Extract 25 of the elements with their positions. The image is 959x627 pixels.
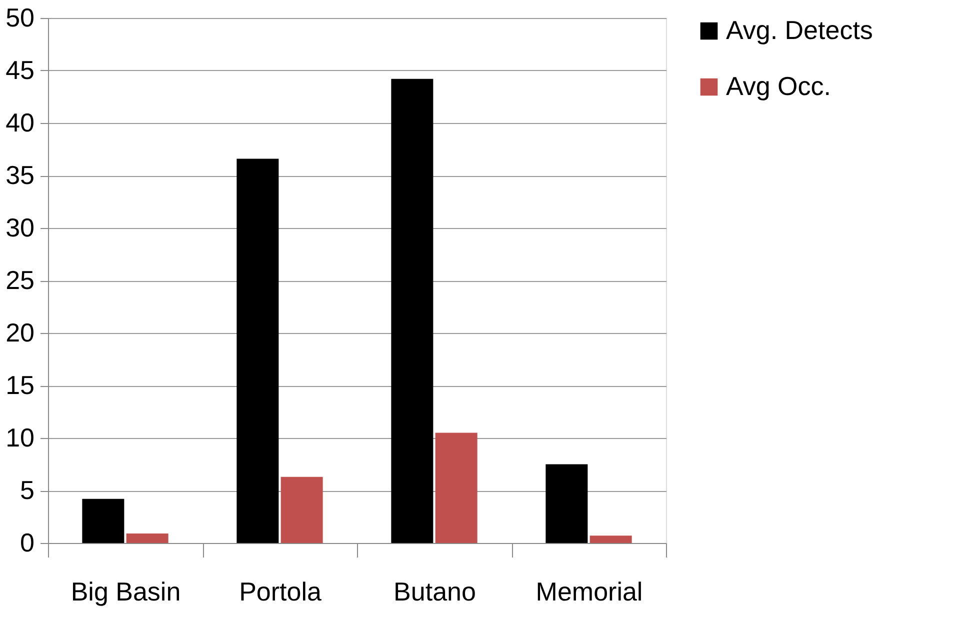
y-tick-label: 40 (6, 108, 34, 138)
bar (236, 158, 279, 543)
x-tick-label: Butano (394, 576, 476, 606)
y-tick-label: 45 (6, 55, 34, 85)
y-tick-label: 15 (6, 370, 34, 400)
bar (280, 476, 323, 543)
y-tick-label: 5 (20, 475, 34, 505)
bar (546, 464, 588, 543)
bar (590, 536, 632, 543)
bar (391, 78, 434, 543)
bar (435, 432, 478, 543)
y-tick-label: 0 (20, 528, 34, 558)
y-tick-label: 25 (6, 265, 34, 295)
legend-label: Avg. Detects (726, 15, 873, 45)
y-tick-label: 50 (6, 2, 34, 32)
y-tick-label: 10 (6, 422, 34, 452)
bar (82, 498, 124, 543)
bar (126, 534, 168, 543)
x-tick-label: Big Basin (70, 576, 181, 606)
y-tick-label: 30 (6, 212, 34, 242)
y-tick-label: 35 (6, 160, 34, 190)
legend-label: Avg Occ. (726, 71, 832, 101)
x-tick-label: Memorial (536, 576, 643, 606)
y-tick-label: 20 (6, 318, 34, 348)
x-tick-label: Portola (239, 576, 322, 606)
